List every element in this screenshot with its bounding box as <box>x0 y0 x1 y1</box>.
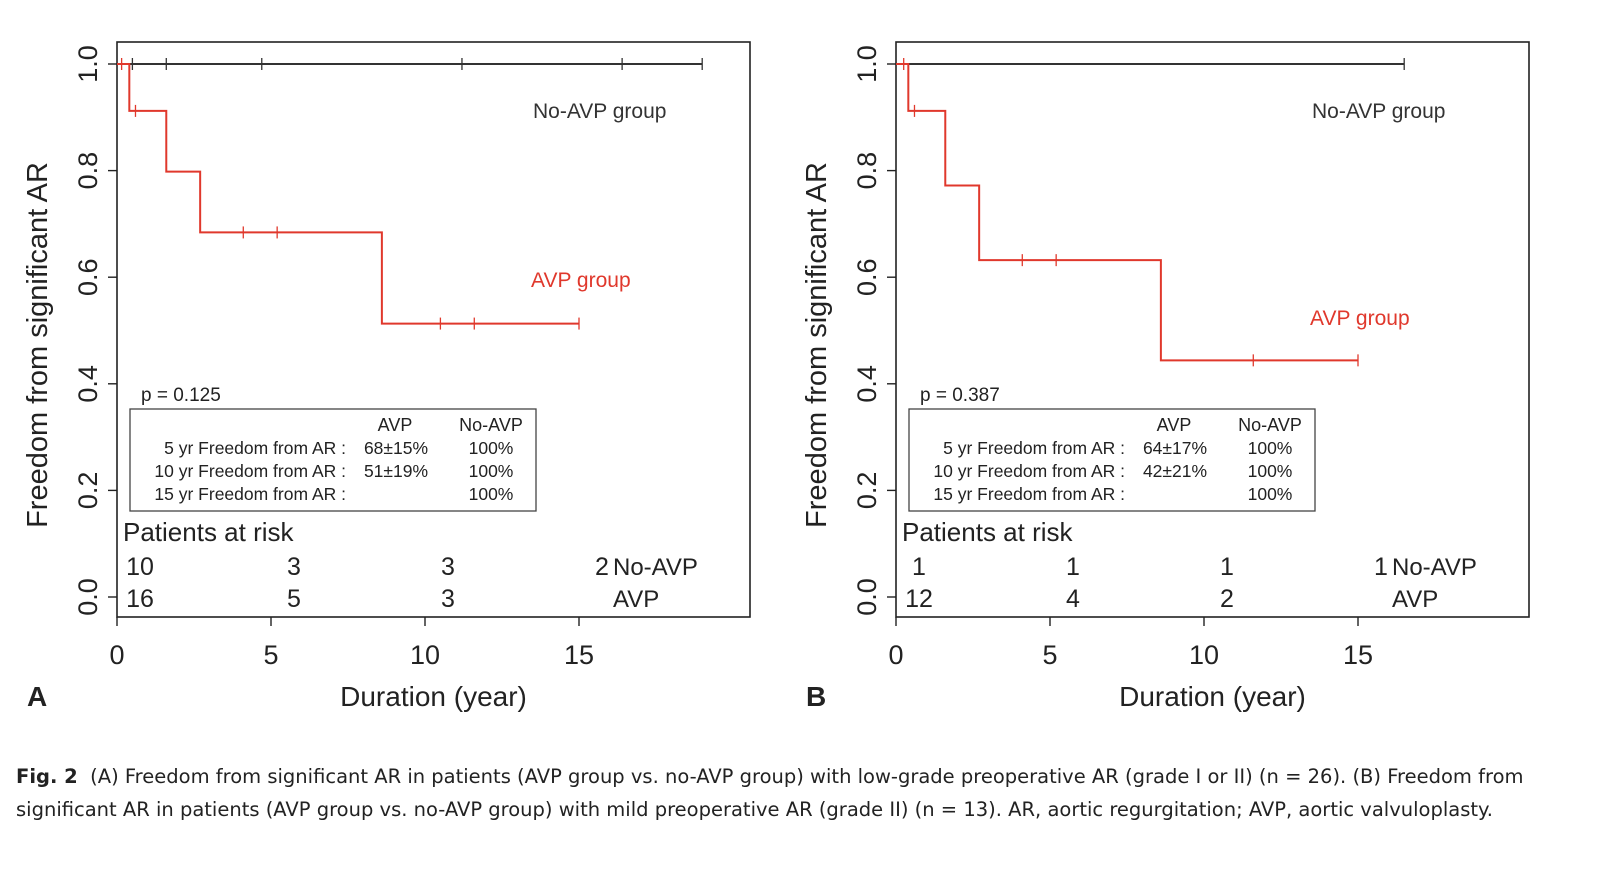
risk-table-title: Patients at risk <box>123 517 295 547</box>
risk-table-title: Patients at risk <box>902 517 1074 547</box>
risk-count: 1 <box>1220 553 1234 581</box>
summary-row-label: 15 yr Freedom from AR : <box>154 484 346 504</box>
risk-count: 1 <box>1374 553 1388 581</box>
summary-row-label: 10 yr Freedom from AR : <box>933 461 1125 481</box>
summary-value-avp: 42±21% <box>1143 461 1207 481</box>
summary-value-no-avp: 100% <box>469 438 514 458</box>
summary-row-label: 15 yr Freedom from AR : <box>933 484 1125 504</box>
summary-table-box <box>908 408 1316 512</box>
summary-value-no-avp: 100% <box>1248 461 1293 481</box>
summary-value-no-avp: 100% <box>1248 484 1293 504</box>
risk-count: 1 <box>912 553 926 581</box>
risk-count: 3 <box>441 553 455 581</box>
summary-value-avp: 68±15% <box>364 438 428 458</box>
y-axis-title: Freedom from significant AR <box>801 162 833 528</box>
risk-count: 16 <box>126 585 154 613</box>
series-line-avp <box>117 63 579 325</box>
y-tick-label: 0.8 <box>852 152 882 190</box>
summary-row-label: 5 yr Freedom from AR : <box>164 438 346 458</box>
x-tick-label: 0 <box>109 640 124 670</box>
summary-value-avp: 64±17% <box>1143 438 1207 458</box>
risk-count: 2 <box>1220 585 1234 613</box>
risk-count: 3 <box>287 553 301 581</box>
plot-frame <box>895 41 1530 618</box>
summary-header-avp: AVP <box>1157 415 1192 435</box>
x-tick-label: 0 <box>888 640 903 670</box>
x-tick-label: 5 <box>1042 640 1057 670</box>
summary-header-avp: AVP <box>378 415 413 435</box>
y-tick-label: 0.8 <box>73 152 103 190</box>
p-value: p = 0.387 <box>920 385 1000 406</box>
summary-header-no-avp: No-AVP <box>1238 415 1302 435</box>
summary-value-no-avp: 100% <box>1248 438 1293 458</box>
risk-count: 12 <box>905 585 933 613</box>
series-label-no-avp: No-AVP group <box>1312 100 1445 123</box>
figure-caption: Fig. 2 (A) Freedom from significant AR i… <box>16 760 1586 826</box>
series-label-no-avp: No-AVP group <box>533 100 666 123</box>
p-value: p = 0.125 <box>141 385 221 406</box>
summary-table-box <box>129 408 537 512</box>
y-tick-label: 0.0 <box>73 578 103 616</box>
summary-row-label: 10 yr Freedom from AR : <box>154 461 346 481</box>
x-axis-title: Duration (year) <box>340 681 527 712</box>
risk-group-label: AVP <box>613 586 659 613</box>
y-tick-label: 0.4 <box>852 365 882 403</box>
y-tick-label: 0.2 <box>73 472 103 510</box>
plot-frame <box>116 41 751 618</box>
y-tick-label: 0.0 <box>852 578 882 616</box>
summary-value-no-avp: 100% <box>469 484 514 504</box>
risk-group-label: AVP <box>1392 586 1438 613</box>
x-tick-label: 15 <box>564 640 594 670</box>
y-tick-label: 0.4 <box>73 365 103 403</box>
y-tick-label: 0.6 <box>852 258 882 296</box>
x-tick-label: 10 <box>410 640 440 670</box>
risk-count: 5 <box>287 585 301 613</box>
summary-header-no-avp: No-AVP <box>459 415 523 435</box>
risk-group-label: No-AVP <box>1392 554 1477 581</box>
caption-label: Fig. 2 <box>16 765 78 788</box>
caption-text: (A) Freedom from significant AR in patie… <box>16 765 1530 821</box>
risk-group-label: No-AVP <box>613 554 698 581</box>
series-label-avp: AVP group <box>1310 307 1410 330</box>
risk-count: 4 <box>1066 585 1080 613</box>
summary-row-label: 5 yr Freedom from AR : <box>943 438 1125 458</box>
x-tick-label: 5 <box>263 640 278 670</box>
summary-value-avp: 51±19% <box>364 461 428 481</box>
chart-panel-a: 0 5 10 15 0.0 0.2 0.4 0.6 0.8 1.0 Duration (year) F… <box>22 41 751 712</box>
panel-label: B <box>806 681 826 712</box>
x-tick-label: 15 <box>1343 640 1373 670</box>
y-tick-label: 0.6 <box>73 258 103 296</box>
series-label-avp: AVP group <box>531 269 631 292</box>
chart-panel-b: 0 5 10 15 0.0 0.2 0.4 0.6 0.8 1.0 Duration (year) F… <box>801 41 1530 712</box>
y-tick-label: 0.2 <box>852 472 882 510</box>
y-tick-label: 1.0 <box>73 45 103 83</box>
x-axis-title: Duration (year) <box>1119 681 1306 712</box>
panel-label: A <box>27 681 47 712</box>
risk-count: 2 <box>595 553 609 581</box>
summary-value-no-avp: 100% <box>469 461 514 481</box>
risk-count: 1 <box>1066 553 1080 581</box>
risk-count: 10 <box>126 553 154 581</box>
x-tick-label: 10 <box>1189 640 1219 670</box>
series-line-avp <box>896 63 1358 362</box>
risk-count: 3 <box>441 585 455 613</box>
y-axis-title: Freedom from significant AR <box>22 162 54 528</box>
y-tick-label: 1.0 <box>852 45 882 83</box>
